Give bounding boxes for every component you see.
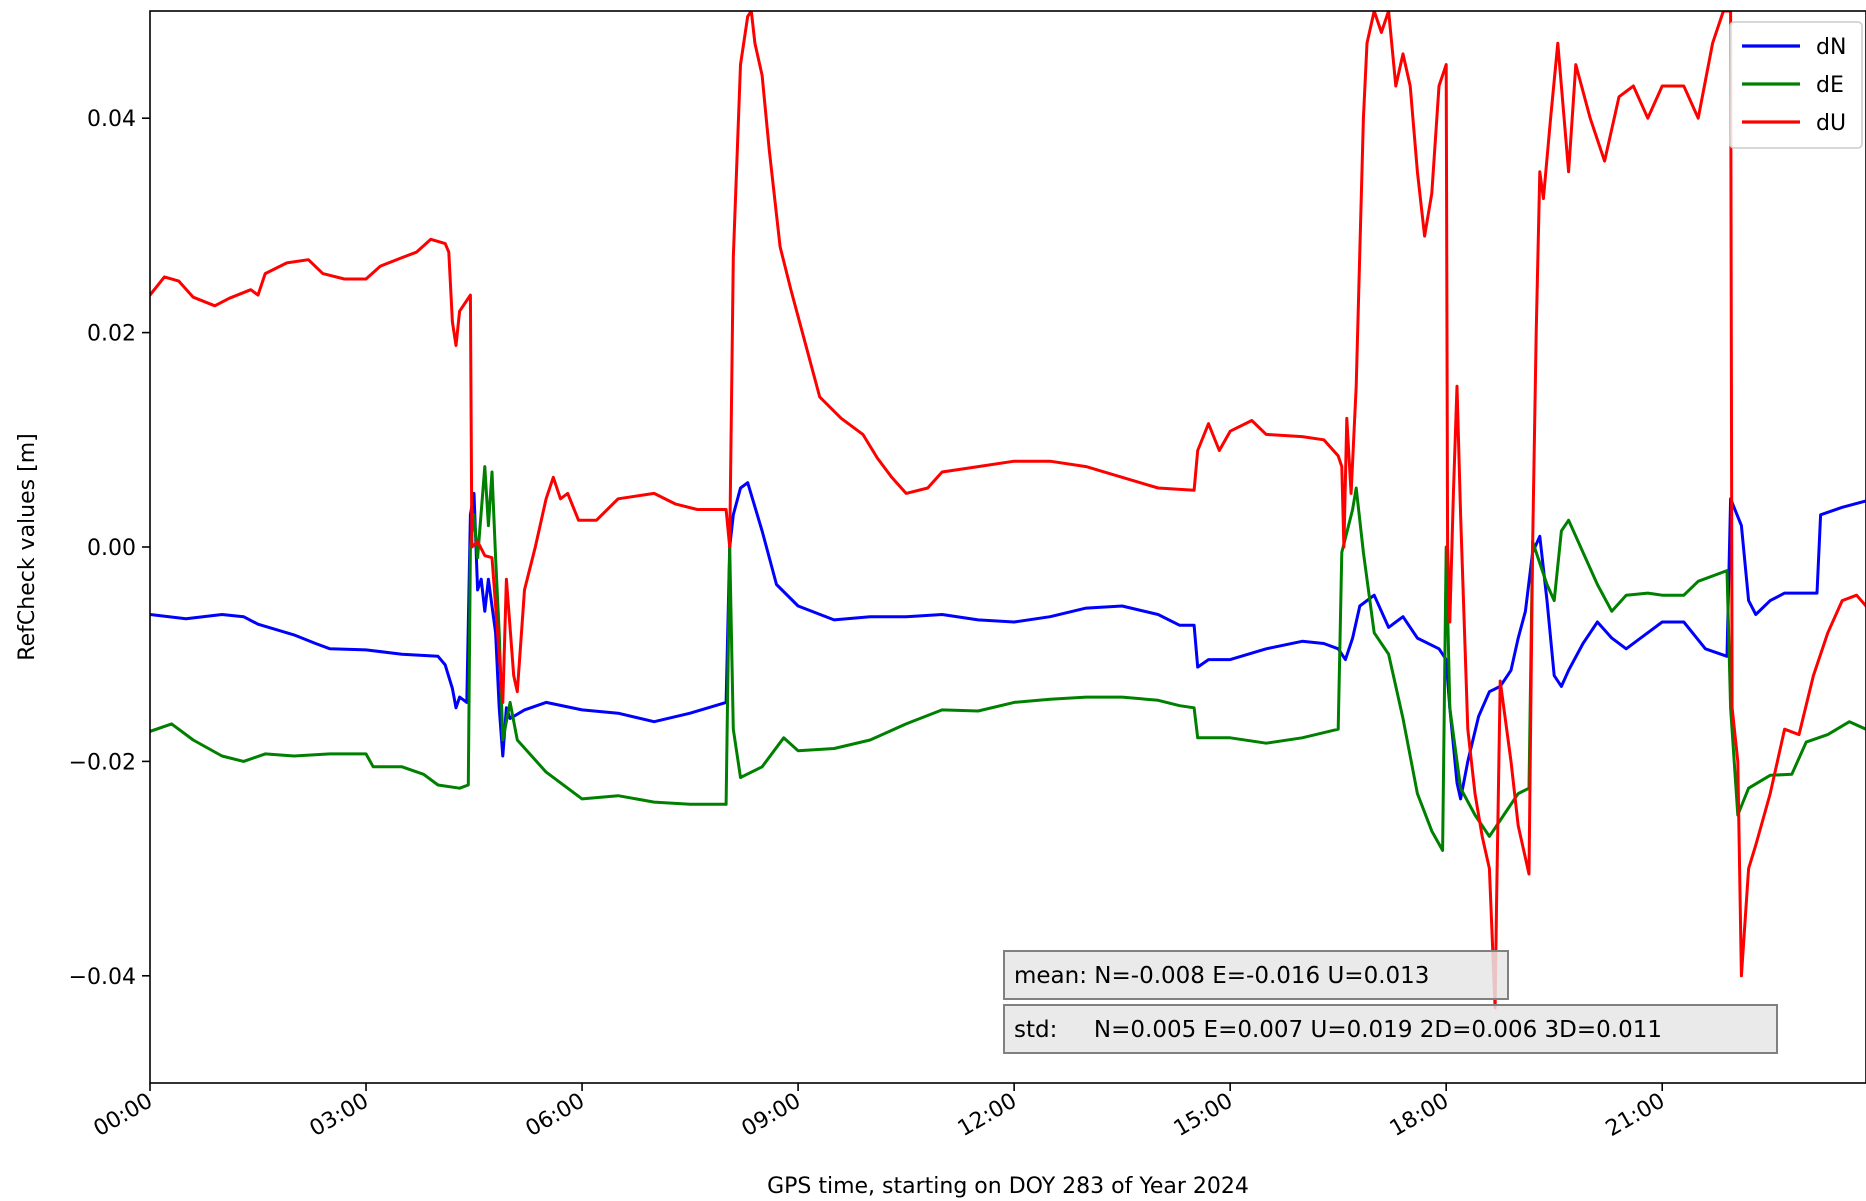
std-text: std: N=0.005 E=0.007 U=0.019 2D=0.006 3D… [1014,1017,1662,1043]
mean-box [1003,950,1509,1000]
y-axis-label: RefCheck values [m] [15,433,40,660]
series-line-dE [150,465,1866,852]
x-axis-label: GPS time, starting on DOY 283 of Year 20… [767,1174,1249,1199]
legend-label-dN: dN [1816,35,1846,60]
legend-label-dE: dE [1816,73,1844,98]
y-tick-label: 0.04 [87,107,136,132]
y-axis: 0.04 0.02 0.00 −0.02 −0.04 [69,107,150,990]
std-box [1003,1004,1778,1054]
series-layer [150,11,1866,1010]
mean-text: mean: N=-0.008 E=-0.016 U=0.013 [1014,963,1429,989]
legend-label-dU: dU [1816,111,1846,136]
legend: dN dE dU [1729,21,1863,149]
series-line-dU [150,11,1866,1010]
y-tick-label: −0.02 [69,750,136,775]
y-tick-label: −0.04 [69,965,136,990]
y-tick-label: 0.00 [87,536,136,561]
y-tick-label: 0.02 [87,322,136,347]
stats-annotations: mean: N=-0.008 E=-0.016 U=0.013 std: N=0… [1003,950,1778,1054]
